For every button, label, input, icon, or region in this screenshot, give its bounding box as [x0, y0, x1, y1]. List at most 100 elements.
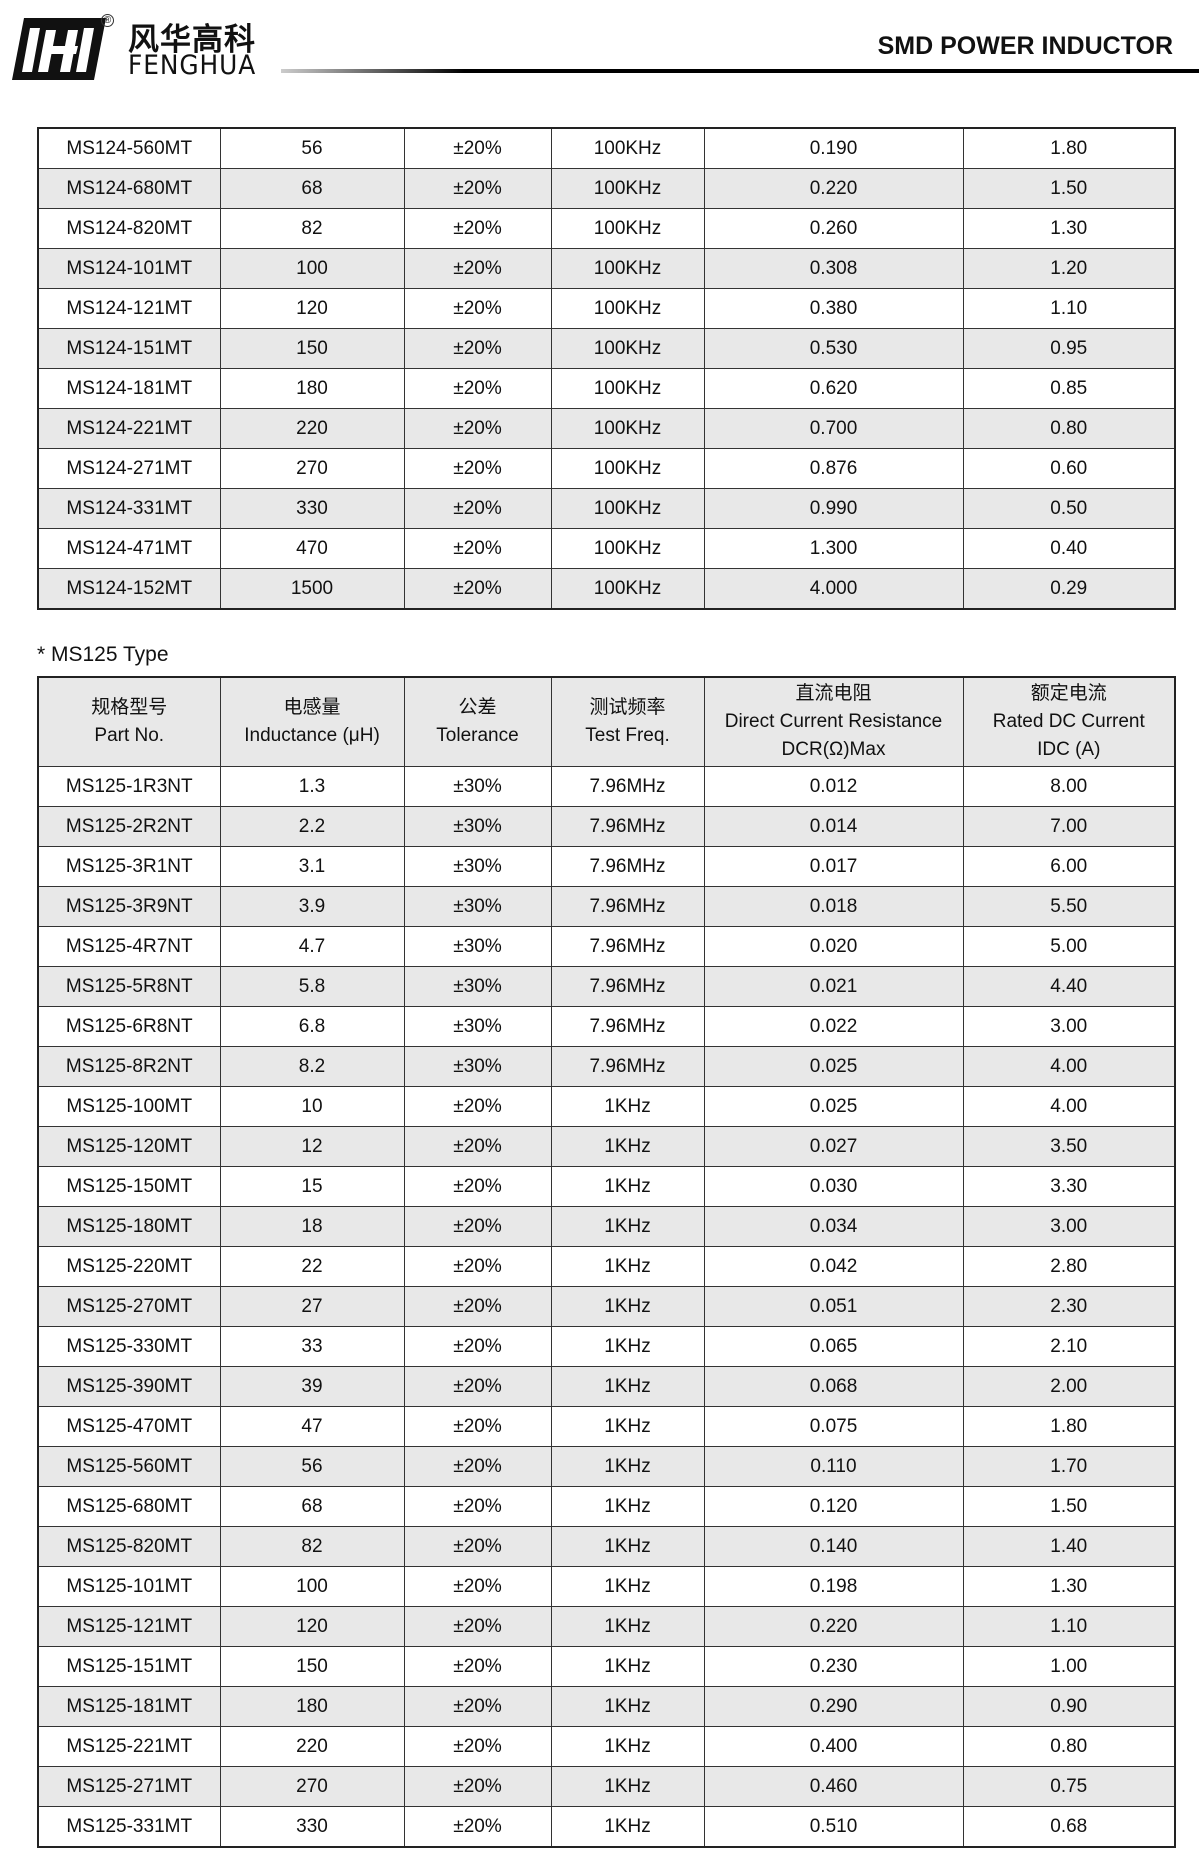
table-cell: MS125-680MT [37, 1486, 221, 1527]
table-cell: ±20% [403, 1566, 552, 1607]
table-cell: MS125-221MT [37, 1726, 221, 1767]
table-cell: 100KHz [550, 248, 705, 289]
table-cell: 120 [219, 288, 405, 329]
table-cell: 0.80 [962, 408, 1176, 449]
table-cell: 100KHz [550, 328, 705, 369]
table-cell: 0.990 [703, 488, 964, 529]
table-cell: ±20% [403, 1606, 552, 1647]
table-cell: ±20% [403, 1806, 552, 1848]
table-row: MS125-180MT 18 ±20% 1KHz 0.034 3.00 [37, 1206, 1176, 1247]
table-row: MS124-331MT 330 ±20% 100KHz 0.990 0.50 [37, 488, 1176, 529]
table-cell: 33 [219, 1326, 405, 1367]
table-cell: MS125-270MT [37, 1286, 221, 1327]
table-cell: 0.027 [703, 1126, 964, 1167]
table-cell: 1KHz [550, 1766, 705, 1807]
section-title-ms125: * MS125 Type [37, 643, 169, 666]
table-row: MS125-4R7NT 4.7 ±30% 7.96MHz 0.020 5.00 [37, 926, 1176, 967]
table-cell: 0.260 [703, 208, 964, 249]
table-cell: ±30% [403, 1006, 552, 1047]
table-cell: MS124-181MT [37, 368, 221, 409]
table-cell: 2.00 [962, 1366, 1176, 1407]
table-cell: 0.190 [703, 127, 964, 169]
brand-name-english: FENGHUA [128, 50, 257, 81]
table-cell: 3.30 [962, 1166, 1176, 1207]
table-cell: 470 [219, 528, 405, 569]
table-cell: 2.30 [962, 1286, 1176, 1327]
table-cell: 0.220 [703, 168, 964, 209]
table-cell: MS124-101MT [37, 248, 221, 289]
table-cell: ±30% [403, 1046, 552, 1087]
table-cell: 0.510 [703, 1806, 964, 1848]
table-row: MS125-5R8NT 5.8 ±30% 7.96MHz 0.021 4.40 [37, 966, 1176, 1007]
table-cell: 4.00 [962, 1086, 1176, 1127]
table-cell: 0.95 [962, 328, 1176, 369]
table-cell: 4.7 [219, 926, 405, 967]
table-row: MS124-271MT 270 ±20% 100KHz 0.876 0.60 [37, 448, 1176, 489]
table-cell: 39 [219, 1366, 405, 1407]
table-cell: 100 [219, 248, 405, 289]
table-cell: 0.068 [703, 1366, 964, 1407]
table-cell: MS125-4R7NT [37, 926, 221, 967]
table-cell: 1KHz [550, 1366, 705, 1407]
table-cell: 220 [219, 408, 405, 449]
table-cell: 0.022 [703, 1006, 964, 1047]
table-cell: MS125-101MT [37, 1566, 221, 1607]
table-cell: MS124-560MT [37, 127, 221, 169]
table-cell: 4.00 [962, 1046, 1176, 1087]
table-cell: MS125-271MT [37, 1766, 221, 1807]
table-row: MS125-1R3NT 1.3 ±30% 7.96MHz 0.012 8.00 [37, 766, 1176, 807]
table-row: MS124-820MT 82 ±20% 100KHz 0.260 1.30 [37, 208, 1176, 249]
table-cell: MS124-820MT [37, 208, 221, 249]
table-cell: MS125-820MT [37, 1526, 221, 1567]
table-cell: ±20% [403, 1286, 552, 1327]
table-cell: 22 [219, 1246, 405, 1287]
table-cell: 3.00 [962, 1006, 1176, 1047]
column-header-line: 直流电阻 [795, 683, 872, 704]
table-row: MS125-271MT 270 ±20% 1KHz 0.460 0.75 [37, 1766, 1176, 1807]
table-row: MS125-220MT 22 ±20% 1KHz 0.042 2.80 [37, 1246, 1176, 1287]
table-cell: 100KHz [550, 528, 705, 569]
table-cell: 1.50 [962, 1486, 1176, 1527]
table-cell: 220 [219, 1726, 405, 1767]
table-cell: 0.018 [703, 886, 964, 927]
table-cell: 1KHz [550, 1686, 705, 1727]
table-cell: 1KHz [550, 1326, 705, 1367]
table-cell: 4.000 [703, 568, 964, 610]
table-cell: MS125-6R8NT [37, 1006, 221, 1047]
table-cell: 8.2 [219, 1046, 405, 1087]
table-cell: ±20% [403, 1206, 552, 1247]
table-cell: 27 [219, 1286, 405, 1327]
table-row: MS124-152MT 1500 ±20% 100KHz 4.000 0.29 [37, 568, 1176, 610]
table-cell: 1.00 [962, 1646, 1176, 1687]
table-cell: 7.00 [962, 806, 1176, 847]
table-cell: 0.014 [703, 806, 964, 847]
table-cell: MS125-1R3NT [37, 766, 221, 807]
table-cell: MS125-100MT [37, 1086, 221, 1127]
column-header-line: DCR(Ω)Max [781, 739, 886, 760]
column-header: 额定电流 Rated DC Current IDC (A) [962, 676, 1176, 767]
table-cell: ±20% [403, 208, 552, 249]
table-row: MS124-680MT 68 ±20% 100KHz 0.220 1.50 [37, 168, 1176, 209]
brand-name-chinese: 风华高科 [128, 22, 256, 58]
table-cell: 47 [219, 1406, 405, 1447]
table-cell: ±20% [403, 1166, 552, 1207]
table-row: MS125-6R8NT 6.8 ±30% 7.96MHz 0.022 3.00 [37, 1006, 1176, 1047]
ms124-spec-table: MS124-560MT 56 ±20% 100KHz 0.190 1.80 MS124-68… [37, 127, 1176, 610]
table-cell: 1KHz [550, 1646, 705, 1687]
table-cell: ±20% [403, 248, 552, 289]
table-cell: 0.380 [703, 288, 964, 329]
table-cell: 180 [219, 368, 405, 409]
table-cell: MS124-221MT [37, 408, 221, 449]
table-cell: 0.460 [703, 1766, 964, 1807]
table-cell: ±20% [403, 1406, 552, 1447]
table-row: MS125-121MT 120 ±20% 1KHz 0.220 1.10 [37, 1606, 1176, 1647]
table-cell: MS125-3R1NT [37, 846, 221, 887]
table-cell: ±20% [403, 368, 552, 409]
table-cell: ±20% [403, 1326, 552, 1367]
table-cell: 0.025 [703, 1086, 964, 1127]
table-cell: ±20% [403, 1366, 552, 1407]
column-header: 测试频率 Test Freq. [550, 676, 705, 767]
table-cell: 7.96MHz [550, 766, 705, 807]
table-cell: ±30% [403, 766, 552, 807]
table-cell: 1KHz [550, 1086, 705, 1127]
